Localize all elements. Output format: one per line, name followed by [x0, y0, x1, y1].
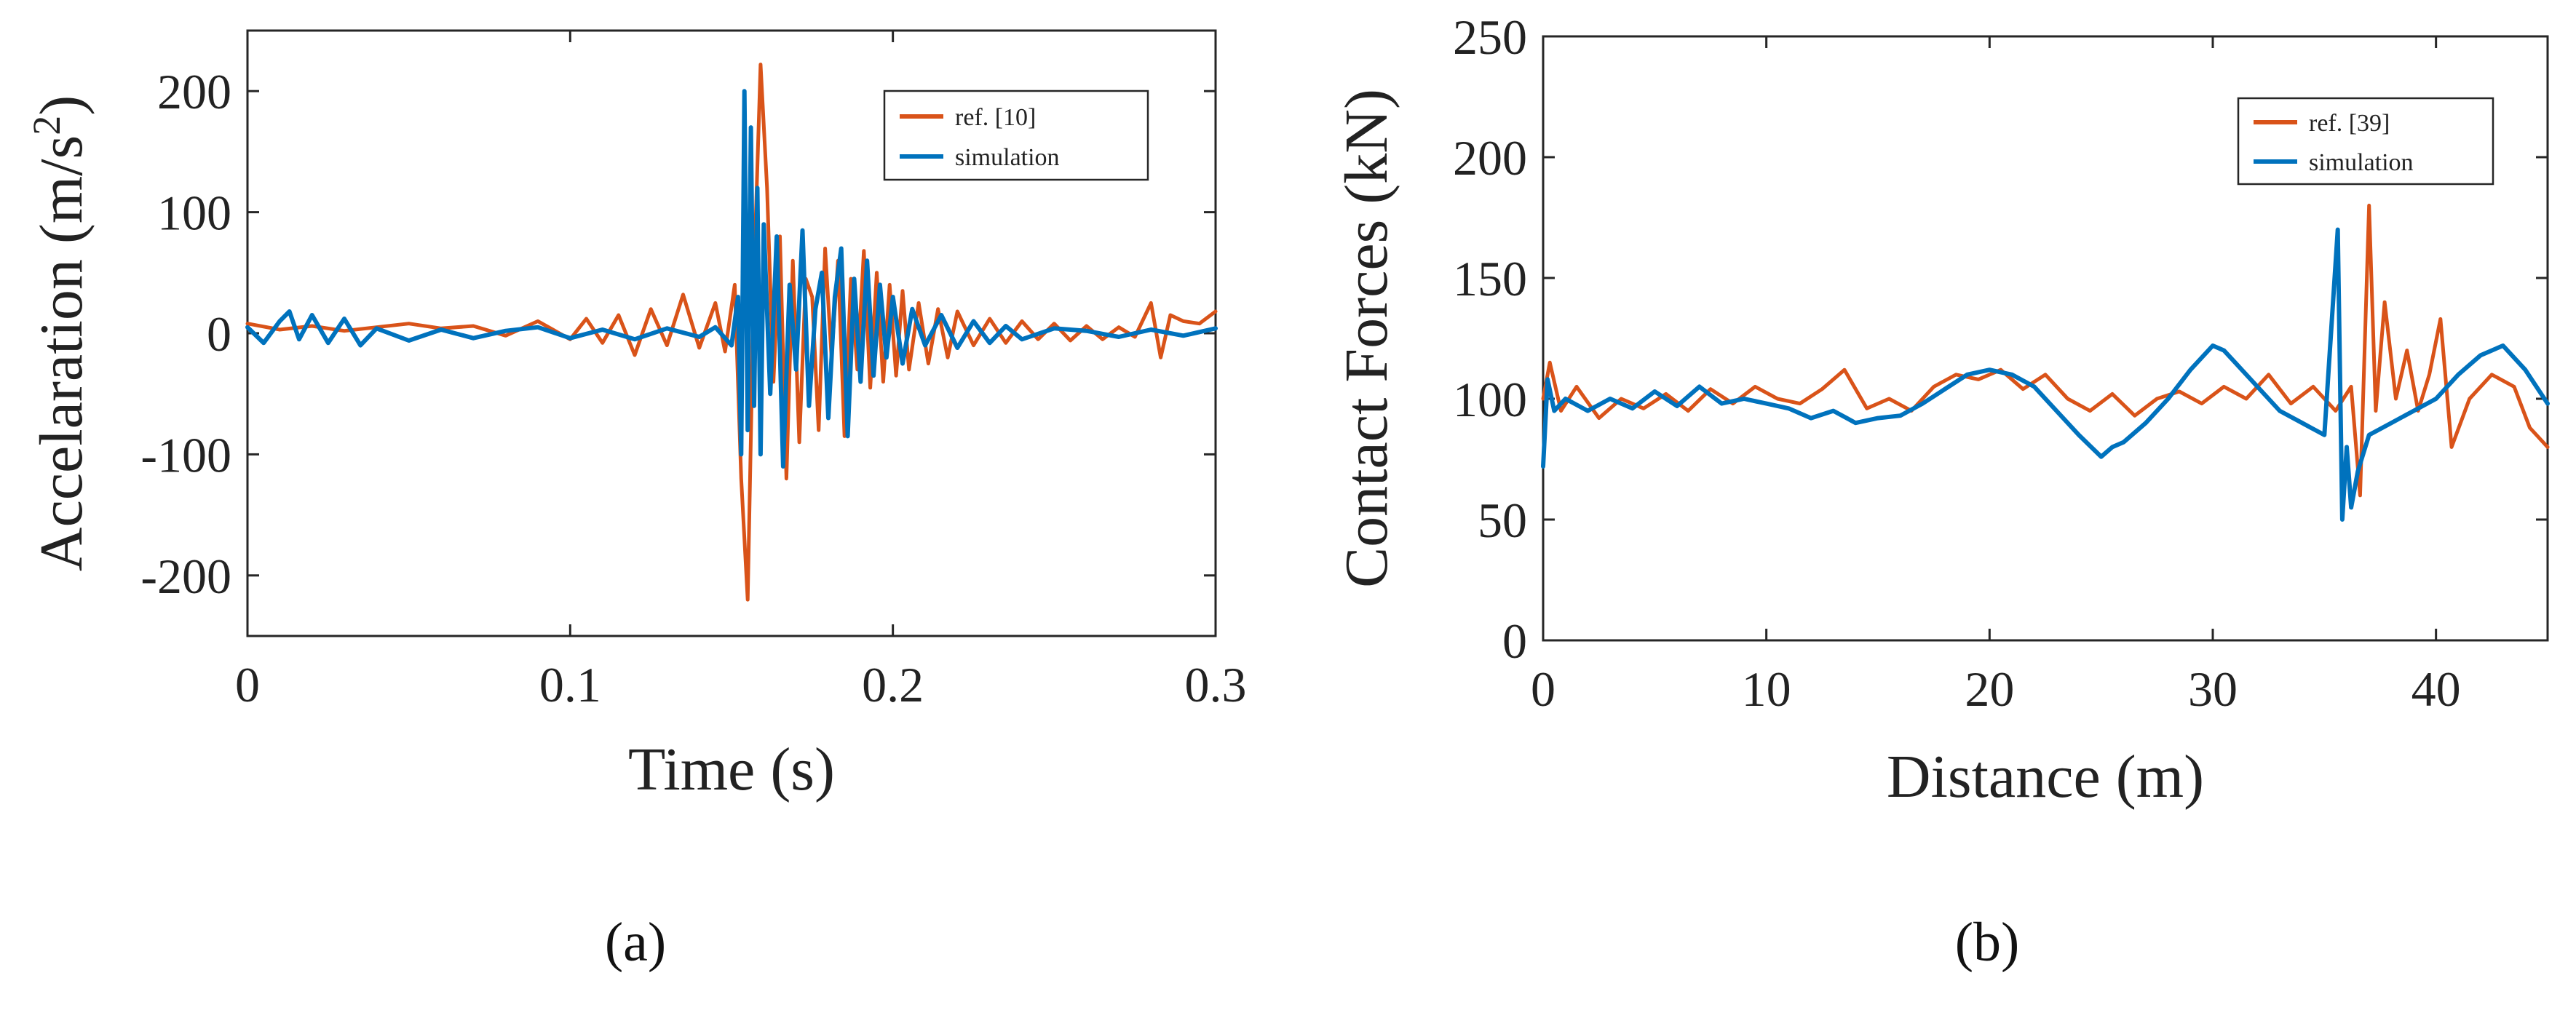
- chart-a-y-label-close: ): [28, 95, 95, 116]
- chart-a: -200 -100 0 100 200 0 0.1 0.2 0.3 Time (s) Acce…: [25, 29, 1247, 803]
- chart-b-y-tick-label: 100: [1453, 372, 1527, 427]
- chart-a-y-tick-label: -100: [140, 427, 231, 482]
- chart-a-y-tick-label: 200: [157, 64, 231, 119]
- chart-a-legend-box: [883, 90, 1149, 181]
- chart-a-legend: ref. [10] simulation: [883, 90, 1149, 181]
- chart-b-x-tick-label: 20: [1965, 661, 2014, 717]
- chart-b: 0 50 100 150 200 250 0 10 20 30 40 Distance (m) C…: [1333, 9, 2550, 811]
- chart-a-y-tick-label: 100: [157, 186, 231, 241]
- chart-a-series-line-simulation: [245, 89, 1218, 469]
- chart-b-y-tick-label: 150: [1453, 251, 1527, 306]
- caption-a: (a): [605, 912, 666, 973]
- chart-b-y-label: Contact Forces (kN): [1333, 89, 1400, 588]
- chart-a-y-label-main: Accelaration (m/s: [28, 135, 95, 571]
- chart-b-x-ticks: 0 10 20 30 40: [1531, 36, 2461, 717]
- chart-a-x-label: Time (s): [628, 736, 835, 803]
- chart-a-x-ticks: 0 0.1 0.2 0.3: [235, 31, 1247, 712]
- chart-a-legend-label-ref: ref. [10]: [955, 104, 1036, 131]
- chart-b-series: [1541, 203, 2550, 522]
- chart-b-plot-frame: [1542, 35, 2549, 642]
- chart-a-x-tick-label: 0.2: [862, 657, 924, 712]
- chart-a-y-ticks: -200 -100 0 100 200: [140, 64, 1216, 604]
- chart-a-x-tick-label: 0: [235, 657, 260, 712]
- chart-b-y-ticks: 0 50 100 150 200 250: [1453, 9, 2548, 669]
- chart-a-y-tick-label: 0: [207, 306, 231, 362]
- chart-b-x-label: Distance (m): [1887, 743, 2204, 811]
- chart-b-y-tick-label: 200: [1453, 130, 1527, 186]
- chart-b-y-tick-label: 50: [1478, 493, 1527, 548]
- chart-b-y-tick-label: 250: [1453, 9, 1527, 65]
- chart-a-legend-label-simulation: simulation: [955, 144, 1060, 171]
- chart-b-x-tick-label: 40: [2411, 661, 2461, 717]
- chart-b-legend-box: [2237, 97, 2494, 186]
- chart-b-legend-label-ref: ref. [39]: [2309, 110, 2390, 137]
- chart-a-y-label-superscript: 2: [25, 116, 68, 135]
- chart-a-y-label: Accelaration (m/s2): [25, 95, 95, 571]
- chart-b-x-tick-label: 10: [1742, 661, 1791, 717]
- chart-b-x-tick-label: 0: [1531, 661, 1555, 717]
- chart-a-series: [245, 63, 1218, 602]
- chart-b-y-tick-label: 0: [1502, 613, 1527, 669]
- chart-b-x-tick-label: 30: [2188, 661, 2238, 717]
- chart-a-x-tick-label: 0.3: [1185, 657, 1247, 712]
- caption-b: (b): [1955, 912, 2020, 973]
- chart-b-legend-label-simulation: simulation: [2309, 149, 2414, 176]
- chart-a-y-tick-label: -200: [140, 549, 231, 604]
- chart-b-legend: ref. [39] simulation: [2237, 97, 2494, 186]
- chart-b-series-line-simulation: [1541, 227, 2550, 522]
- chart-a-x-tick-label: 0.1: [539, 657, 601, 712]
